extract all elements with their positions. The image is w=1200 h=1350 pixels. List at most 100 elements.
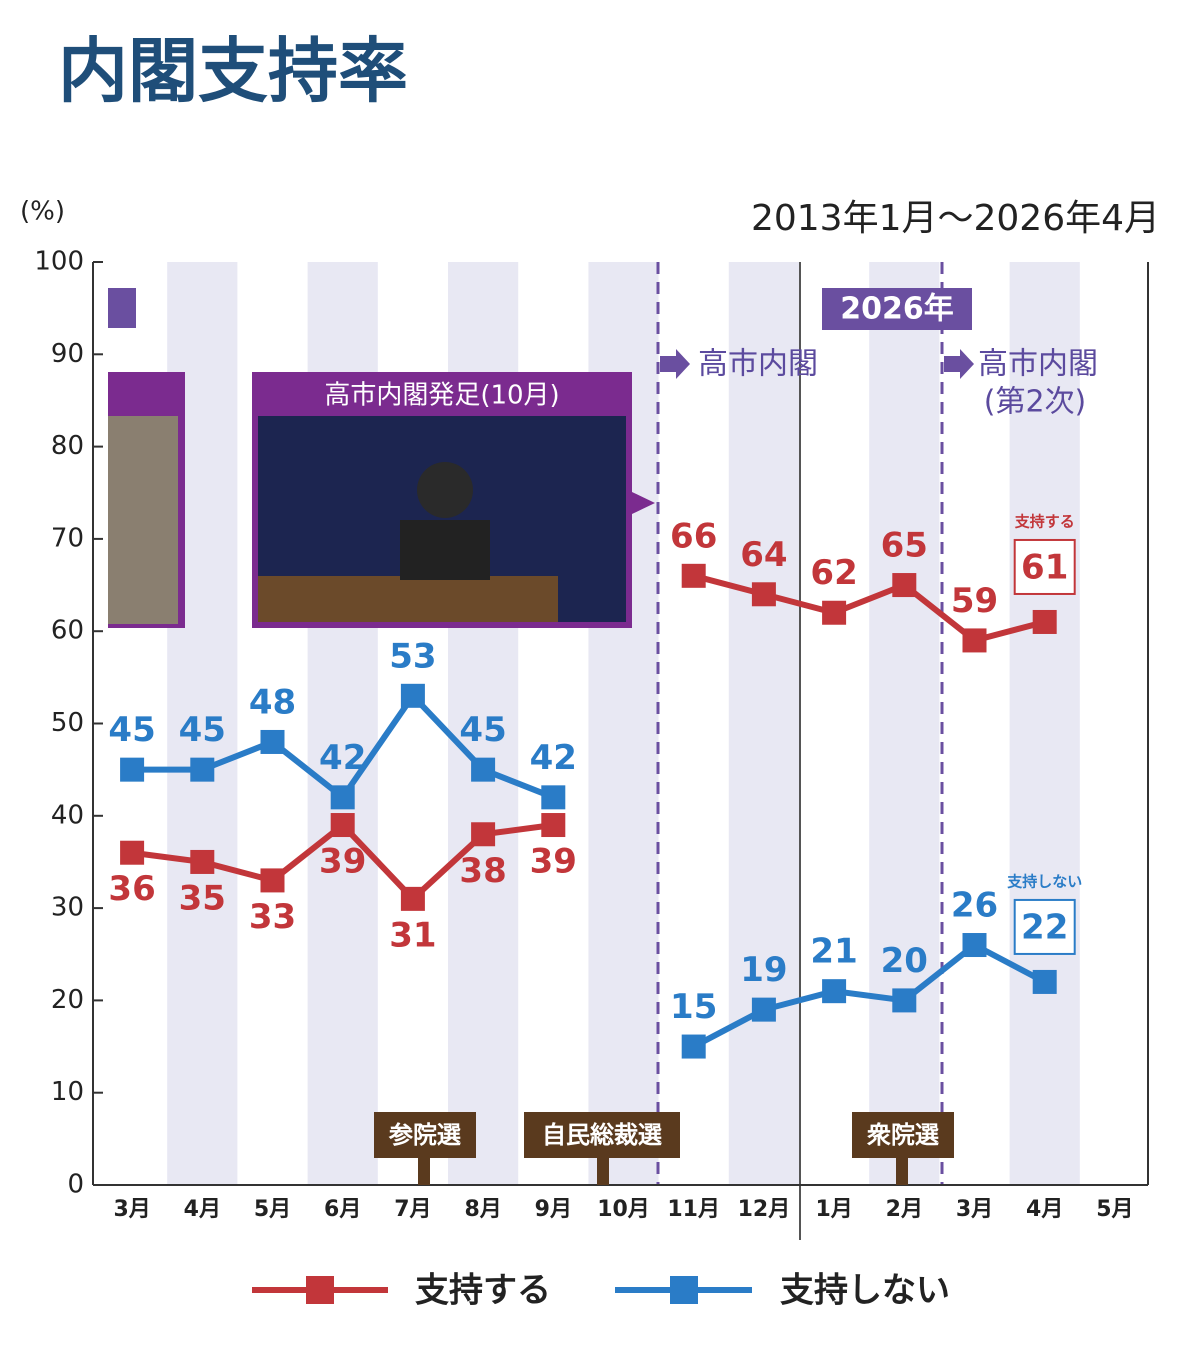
value-label: 62 (810, 553, 857, 593)
data-point (330, 813, 355, 838)
data-point (120, 840, 145, 865)
decorations (92, 262, 1149, 1240)
x-tick-label: 8月 (464, 1197, 501, 1222)
data-point (751, 997, 776, 1022)
event-label: 自民総裁選 (542, 1121, 662, 1149)
event-label: 参院選 (388, 1121, 461, 1149)
value-label: 20 (881, 941, 928, 981)
data-point (260, 729, 285, 754)
value-label: 39 (530, 842, 577, 882)
photo-figure (400, 520, 490, 580)
photo-caption: 高市内閣発足(10月) (324, 381, 559, 411)
value-label: 45 (108, 710, 155, 750)
arrow (944, 349, 974, 379)
y-tick-label: 0 (67, 1170, 84, 1200)
data-point (681, 563, 706, 588)
value-label: 22 (1021, 907, 1068, 947)
x-tick-label: 3月 (113, 1197, 150, 1222)
x-tick-label: 3月 (956, 1197, 993, 1222)
pointer (632, 492, 655, 514)
y-tick-label: 60 (51, 616, 84, 646)
value-label: 59 (951, 581, 998, 621)
arrow (660, 349, 690, 379)
data-point (962, 628, 987, 653)
data-point (471, 757, 496, 782)
data-point (190, 757, 215, 782)
value-label: 61 (1021, 547, 1068, 587)
event-box (524, 1112, 680, 1158)
x-tick-label: 4月 (1026, 1197, 1063, 1222)
x-tick-label: 7月 (394, 1197, 431, 1222)
value-label: 15 (670, 987, 717, 1027)
value-label: 31 (389, 915, 436, 955)
year-label: 2026年 (840, 292, 954, 327)
band (1009, 262, 1080, 1185)
event-stem (597, 1158, 609, 1185)
event-stem (418, 1158, 430, 1185)
event-box (374, 1112, 476, 1158)
year-tag (108, 288, 136, 328)
value-label: 19 (740, 950, 787, 990)
x-tick-label: 4月 (184, 1197, 221, 1222)
data-point (681, 1034, 706, 1059)
data-point (1032, 969, 1057, 994)
data-point (541, 813, 566, 838)
value-label: 36 (108, 869, 155, 909)
value-label: 48 (249, 682, 296, 722)
event-box (852, 1112, 954, 1158)
value-box (1013, 538, 1076, 595)
y-tick-label: 20 (51, 985, 84, 1015)
band (728, 262, 799, 1185)
series-tag: 支持する (1015, 512, 1075, 530)
value-label: 64 (740, 535, 787, 575)
x-tick-label: 5月 (1096, 1197, 1133, 1222)
x-tick-label: 10月 (597, 1197, 650, 1222)
data-point (541, 785, 566, 810)
legend-label: 支持する (415, 1271, 551, 1311)
y-unit-label: (%) (20, 197, 65, 227)
data-point (190, 849, 215, 874)
value-label: 45 (459, 710, 506, 750)
x-tick-label: 9月 (535, 1197, 572, 1222)
y-tick-label: 90 (51, 339, 84, 369)
data-point (260, 868, 285, 893)
y-tick-label: 70 (51, 523, 84, 553)
legend: 支持する 支持しない (252, 1271, 950, 1311)
band (869, 262, 940, 1185)
data-point (400, 683, 425, 708)
value-label: 35 (179, 878, 226, 918)
data-point (822, 979, 847, 1004)
legend-label: 支持しない (780, 1271, 950, 1311)
value-label: 65 (881, 526, 928, 566)
photo-podium (258, 576, 558, 622)
series-tag: 支持しない (1007, 872, 1082, 890)
x-tick-label: 2月 (886, 1197, 923, 1222)
value-label: 38 (459, 851, 506, 891)
y-tick-label: 40 (51, 800, 84, 830)
y-tick-label: 100 (34, 247, 84, 277)
value-label: 26 (951, 886, 998, 926)
value-label: 66 (670, 516, 717, 556)
data-point (120, 757, 145, 782)
cabinet-label: 高市内閣 (978, 347, 1098, 382)
data-point (1032, 609, 1057, 634)
value-label: 33 (249, 897, 296, 937)
value-label: 42 (319, 738, 366, 778)
cabinet-label: (第2次) (984, 385, 1087, 420)
event-label: 衆院選 (867, 1121, 939, 1149)
photo (108, 416, 178, 624)
x-tick-label: 1月 (815, 1197, 852, 1222)
cabinet-label: 高市内閣 (698, 347, 818, 382)
period-label: 2013年1月〜2026年4月 (751, 198, 1160, 239)
data-point (892, 573, 917, 598)
value-box (1013, 898, 1076, 955)
data-point (400, 886, 425, 911)
year-tag (822, 288, 972, 330)
photo-figure (417, 462, 473, 518)
chart-title: 内閣支持率 (58, 30, 408, 112)
value-label: 21 (810, 932, 857, 972)
x-tick-label: 12月 (738, 1197, 791, 1222)
data-point (892, 988, 917, 1013)
x-tick-label: 6月 (324, 1197, 361, 1222)
